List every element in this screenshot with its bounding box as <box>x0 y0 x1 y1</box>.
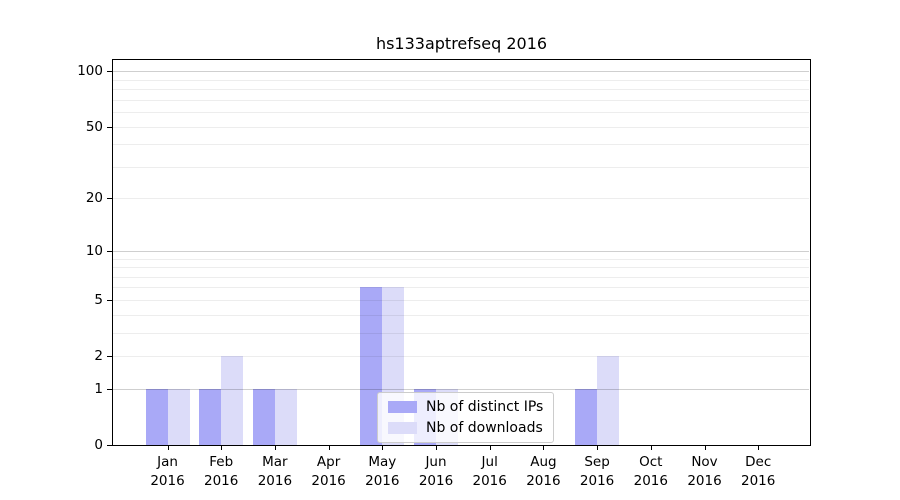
bar-distinct-ips-4 <box>360 287 383 445</box>
x-tick-label: Oct 2016 <box>633 454 668 489</box>
y-tick-label: 10 <box>85 242 103 259</box>
bar-downloads-1 <box>221 356 244 445</box>
x-tick-label: Apr 2016 <box>311 454 346 489</box>
y-tick-label: 20 <box>85 190 103 207</box>
legend: Nb of distinct IPs Nb of downloads <box>377 392 555 443</box>
minor-gridline <box>113 112 809 113</box>
minor-gridline <box>113 277 809 278</box>
x-tick-label: Dec 2016 <box>741 454 776 489</box>
minor-gridline <box>113 100 809 101</box>
bar-downloads-2 <box>274 388 297 445</box>
minor-gridline <box>113 127 809 128</box>
bar-distinct-ips-1 <box>199 388 222 445</box>
x-tick-mark <box>597 446 599 450</box>
x-tick-label: Nov 2016 <box>687 454 722 489</box>
legend-label-downloads: Nb of downloads <box>426 420 543 436</box>
x-tick-mark <box>758 446 760 450</box>
minor-gridline <box>113 333 809 334</box>
y-tick-label: 50 <box>85 118 103 135</box>
y-tick-label: 2 <box>94 348 103 365</box>
x-tick-mark <box>650 446 652 450</box>
x-tick-label: Mar 2016 <box>257 454 293 489</box>
x-tick-mark <box>221 446 223 450</box>
y-tick-mark <box>107 445 112 446</box>
bar-downloads-8 <box>597 356 620 445</box>
y-tick-mark <box>107 389 112 390</box>
x-tick-mark <box>436 446 437 450</box>
y-tick-mark <box>107 127 112 128</box>
y-tick-label: 1 <box>94 380 103 397</box>
legend-entry-distinct-ips: Nb of distinct IPs <box>388 398 543 416</box>
x-tick-label: Aug 2016 <box>526 454 561 489</box>
x-tick-mark <box>704 446 706 450</box>
y-tick-mark <box>107 71 112 72</box>
bar-distinct-ips-8 <box>575 388 598 445</box>
minor-gridline <box>113 300 809 301</box>
major-gridline <box>113 251 809 252</box>
y-tick-label: 0 <box>94 437 103 453</box>
y-tick-mark <box>107 356 112 357</box>
x-tick-label: Jul 2016 <box>472 454 507 489</box>
minor-gridline <box>113 144 809 145</box>
minor-gridline <box>113 315 809 316</box>
chart-title: hs133aptrefseq 2016 <box>375 34 548 53</box>
y-tick-label: 100 <box>77 63 103 80</box>
bar-downloads-0 <box>167 388 190 445</box>
y-tick-mark <box>107 300 112 301</box>
x-tick-label: May 2016 <box>365 454 400 489</box>
legend-swatch-downloads <box>388 422 417 434</box>
minor-gridline <box>113 198 809 199</box>
x-tick-label: Feb 2016 <box>204 454 239 489</box>
minor-gridline <box>113 356 809 357</box>
legend-swatch-distinct-ips <box>388 401 417 413</box>
bar-distinct-ips-2 <box>252 388 275 445</box>
x-tick-mark <box>167 446 169 450</box>
x-tick-label: Jan 2016 <box>150 454 185 489</box>
major-gridline <box>113 389 809 390</box>
x-tick-mark <box>382 446 384 450</box>
x-tick-mark <box>543 446 545 450</box>
x-tick-label: Jun 2016 <box>418 454 454 489</box>
bar-distinct-ips-0 <box>145 388 168 445</box>
major-gridline <box>113 71 809 72</box>
x-tick-mark <box>489 446 491 450</box>
y-tick-label: 5 <box>94 291 103 308</box>
minor-gridline <box>113 259 809 260</box>
x-tick-label: Sep 2016 <box>579 454 615 489</box>
x-tick-mark <box>328 446 330 450</box>
legend-label-distinct-ips: Nb of distinct IPs <box>426 399 544 415</box>
x-tick-mark <box>274 446 276 450</box>
y-tick-mark <box>107 251 112 252</box>
legend-entry-downloads: Nb of downloads <box>388 419 543 437</box>
minor-gridline <box>113 287 809 288</box>
y-tick-mark <box>107 198 112 199</box>
minor-gridline <box>113 167 809 168</box>
minor-gridline <box>113 89 809 90</box>
minor-gridline <box>113 80 809 81</box>
minor-gridline <box>113 267 809 268</box>
